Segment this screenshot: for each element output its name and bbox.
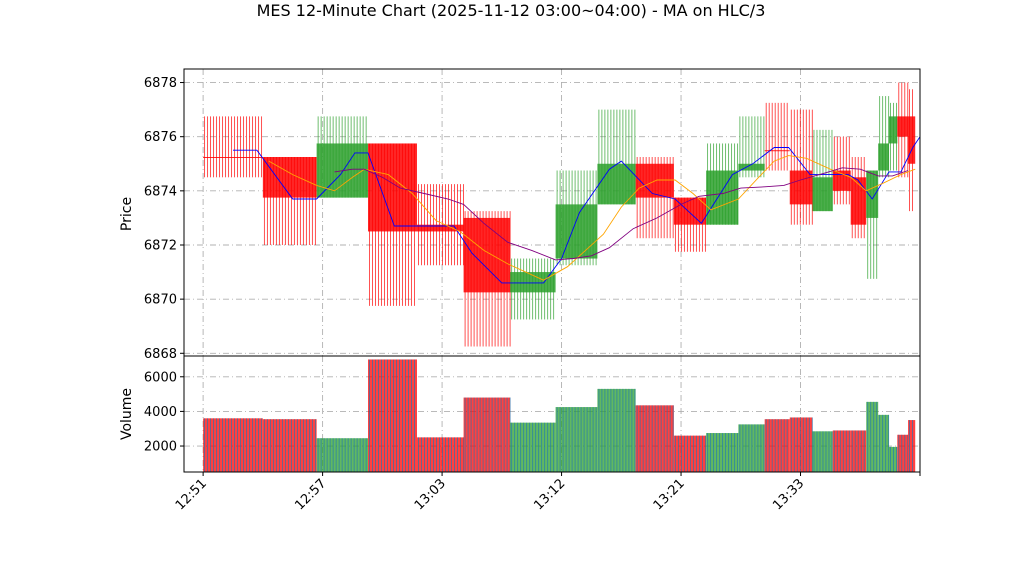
candle-body [416, 224, 464, 232]
volume-bar [463, 397, 511, 472]
candle-body [850, 177, 867, 225]
candle-body [764, 150, 790, 152]
volume-axis-label: Volume [119, 388, 135, 440]
candle-body [555, 204, 598, 259]
volume-bar [764, 419, 790, 472]
volume-tick-label: 4000 [144, 405, 177, 420]
volume-bar [203, 418, 263, 472]
price-tick-label: 6868 [144, 347, 177, 362]
moving-average-lines [233, 136, 921, 284]
candle-body [738, 163, 765, 171]
volume-bar [555, 407, 598, 472]
candle-body [888, 116, 898, 144]
candle-body [203, 156, 263, 158]
volume-bar [878, 414, 889, 472]
candle-body [510, 272, 556, 293]
volume-bar [262, 419, 317, 472]
price-y-ticks: 6868 6870 6872 6874 6876 6878 [144, 76, 184, 362]
volume-bar [832, 430, 851, 472]
candle-body [673, 197, 707, 225]
candle-body [908, 116, 916, 164]
x-tick-label: 13:12 [531, 476, 568, 513]
price-bars [203, 82, 916, 347]
x-tick-label: 12:51 [173, 476, 210, 513]
volume-bar [897, 434, 909, 472]
candle-body [463, 217, 511, 293]
volume-y-ticks: 2000 4000 6000 [144, 370, 184, 455]
price-tick-label: 6870 [144, 293, 177, 308]
candle-body [262, 156, 317, 198]
ma_mid-line [268, 155, 916, 281]
volume-bar [789, 417, 813, 472]
candle-body [789, 170, 813, 205]
candle-body [368, 143, 417, 232]
candle-body [597, 163, 636, 205]
x-tick-label: 13:33 [770, 476, 807, 513]
volume-bar [908, 420, 916, 472]
price-axis-label: Price [119, 197, 135, 231]
volume-tick-label: 6000 [144, 370, 177, 385]
candle-body [706, 170, 739, 225]
volume-bar [866, 401, 879, 472]
x-ticks: 12:51 12:57 13:03 13:12 13:21 13:33 [173, 472, 921, 513]
price-tick-label: 6876 [144, 130, 177, 145]
candle-body [812, 177, 833, 212]
price-tick-label: 6872 [144, 238, 177, 253]
candle-body [897, 116, 909, 137]
candle-body [866, 170, 879, 218]
price-tick-label: 6874 [144, 184, 177, 199]
price-tick-label: 6878 [144, 76, 177, 91]
x-tick-label: 13:21 [651, 476, 688, 513]
volume-bar [416, 437, 464, 472]
x-tick-label: 12:57 [292, 476, 329, 513]
volume-tick-label: 2000 [144, 440, 177, 455]
volume-panel-frame [183, 355, 921, 473]
volume-bars [203, 359, 916, 472]
ma_fast-line [233, 136, 921, 284]
chart-title: MES 12-Minute Chart (2025-11-12 03:00~04… [257, 1, 766, 20]
x-tick-label: 13:03 [412, 476, 449, 513]
candle-body [878, 143, 889, 171]
ma_slow-line [334, 167, 909, 261]
